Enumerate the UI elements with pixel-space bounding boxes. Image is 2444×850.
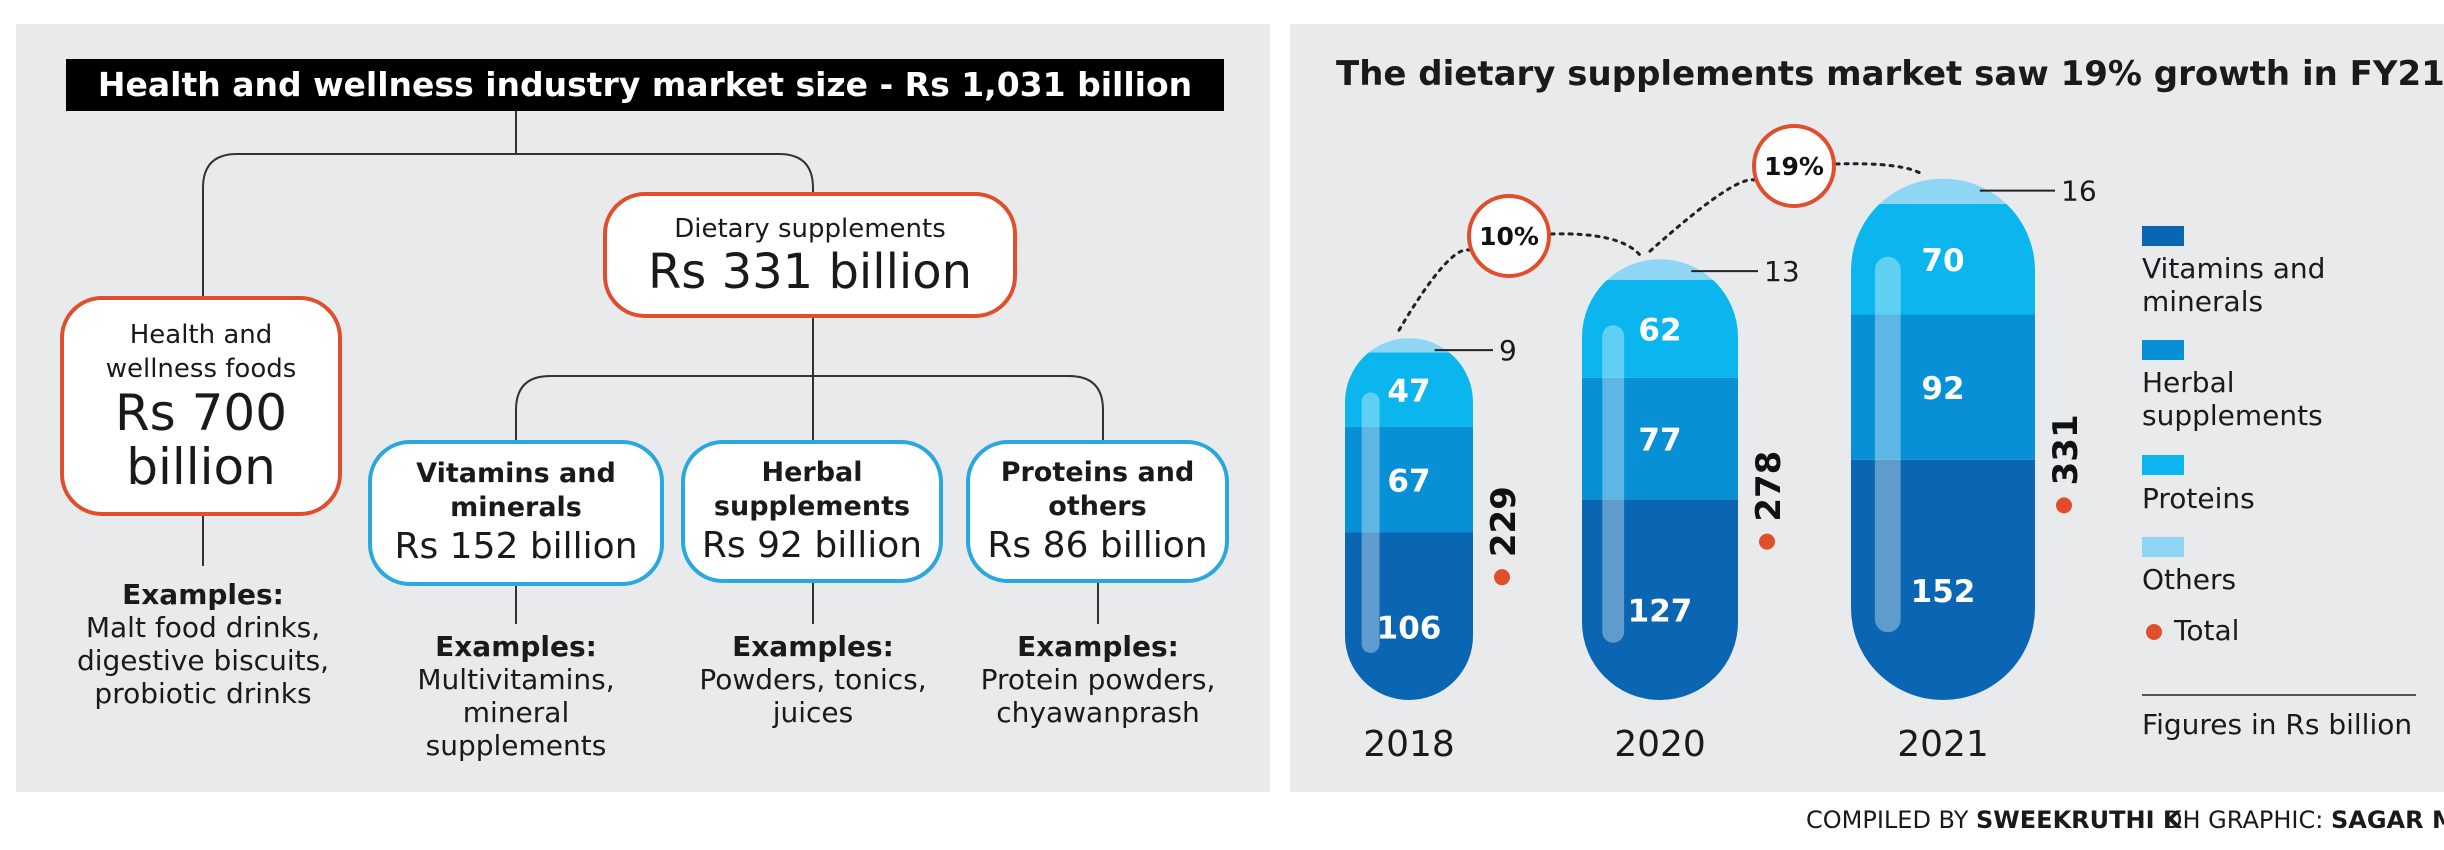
segment-vitamins-2018 <box>1345 532 1473 700</box>
capsule-2018 <box>1345 338 1473 700</box>
examples-heading: Examples: <box>1017 630 1179 663</box>
examples-text: Malt food drinks, digestive biscuits, pr… <box>76 611 330 710</box>
units-note: Figures in Rs billion <box>2142 708 2413 741</box>
legend-swatch-herbal <box>2142 340 2184 360</box>
segment-herbal-2020 <box>1582 377 1738 500</box>
credit-graphic-name: SAGAR M S <box>2330 806 2444 834</box>
growth-badge <box>1467 194 1551 278</box>
segment-others-2020 <box>1582 259 1738 280</box>
health-foods-value: Rs 700 billion <box>114 384 288 496</box>
value-label-herbal-2018: 67 <box>1387 464 1430 500</box>
value-label-proteins-2021: 70 <box>1921 243 1964 279</box>
segment-proteins-2018 <box>1345 352 1473 427</box>
total-label-2021: 331 <box>2046 414 2086 485</box>
total-label-2018: 229 <box>1484 486 1524 557</box>
legend-swatch-vitamins <box>2142 226 2184 246</box>
credit-compiled-label: COMPILED BY <box>1806 806 1969 834</box>
chart-title: The dietary supplements market saw 19% g… <box>1336 54 2444 94</box>
credit-compiled-name: SWEEKRUTHI K <box>1976 806 2182 834</box>
vitamins-minerals-box: Vitamins and minerals Rs 152 billion <box>368 440 664 586</box>
health-foods-label: Health and wellness foods <box>105 320 297 384</box>
proteins-others-label: Proteins and others <box>1000 456 1195 522</box>
examples-text: Multivitamins, mineral supplements <box>417 663 615 762</box>
examples-heading: Examples: <box>732 630 894 663</box>
vitamins-minerals-value: Rs 152 billion <box>394 526 638 567</box>
industry-title: Health and wellness industry market size… <box>66 59 1224 111</box>
x-tick-2020: 2020 <box>1614 724 1706 765</box>
legend-total: Total <box>2174 614 2240 647</box>
segment-herbal-2018 <box>1345 426 1473 533</box>
examples-proteins: Examples: Protein powders, chyawanprash <box>978 630 1218 729</box>
value-label-vitamins-2021: 152 <box>1911 574 1976 610</box>
value-label-vitamins-2018: 106 <box>1377 610 1442 646</box>
segment-vitamins-2021 <box>1851 459 2035 700</box>
credit-graphic: DH GRAPHIC: SAGAR M S <box>2164 806 2444 834</box>
growth-label: 10% <box>1479 222 1539 251</box>
proteins-others-box: Proteins and others Rs 86 billion <box>966 440 1229 583</box>
value-label-herbal-2020: 77 <box>1638 423 1681 459</box>
legend-vitamins: Vitamins and minerals <box>2142 252 2326 318</box>
total-dot-2020 <box>1759 533 1775 550</box>
legend-proteins: Proteins <box>2142 482 2255 515</box>
capsule-highlight <box>1361 392 1380 653</box>
total-dot-2018 <box>1494 569 1510 586</box>
value-label-others-2020: 13 <box>1764 255 1800 288</box>
value-label-others-2018: 9 <box>1499 334 1517 367</box>
legend-swatch-proteins <box>2142 455 2184 475</box>
total-label-2020: 278 <box>1749 451 1789 522</box>
growth-connector <box>1648 178 1756 253</box>
examples-heading: Examples: <box>122 578 284 611</box>
credit-compiled: COMPILED BY SWEEKRUTHI K <box>1806 806 2181 834</box>
capsule-highlight <box>1874 256 1901 633</box>
health-foods-box: Health and wellness foods Rs 700 billion <box>60 296 342 516</box>
legend-others: Others <box>2142 563 2237 596</box>
examples-text: Protein powders, chyawanprash <box>980 663 1216 729</box>
value-label-vitamins-2020: 127 <box>1628 594 1693 630</box>
legend-divider <box>2142 694 2416 696</box>
credit-graphic-label: DH GRAPHIC: <box>2164 806 2324 834</box>
proteins-others-value: Rs 86 billion <box>987 524 1208 566</box>
herbal-supplements-value: Rs 92 billion <box>701 524 923 566</box>
growth-badge <box>1752 124 1836 208</box>
dietary-supplements-value: Rs 331 billion <box>647 244 973 300</box>
examples-heading: Examples: <box>435 630 597 663</box>
segment-herbal-2021 <box>1851 314 2035 460</box>
growth-label: 19% <box>1764 152 1824 181</box>
growth-connector <box>1549 232 1642 257</box>
herbal-supplements-label: Herbal supplements <box>713 456 911 522</box>
value-label-proteins-2020: 62 <box>1638 313 1681 349</box>
capsule-2020 <box>1582 259 1738 700</box>
value-label-herbal-2021: 92 <box>1921 371 1964 407</box>
segment-proteins-2021 <box>1851 203 2035 315</box>
capsule-highlight <box>1602 325 1625 643</box>
legend-herbal: Herbal supplements <box>2142 366 2323 432</box>
total-dot-2021 <box>2056 497 2072 514</box>
legend-swatch-others <box>2142 537 2184 557</box>
growth-connector <box>1834 162 1925 177</box>
examples-vitamins: Examples: Multivitamins, mineral supplem… <box>396 630 636 762</box>
dietary-supplements-label: Dietary supplements <box>674 214 946 244</box>
value-label-proteins-2018: 47 <box>1387 374 1430 410</box>
examples-herbal: Examples: Powders, tonics, juices <box>683 630 943 729</box>
growth-connector <box>1397 248 1471 332</box>
segment-proteins-2020 <box>1582 279 1738 378</box>
examples-health-foods: Examples: Malt food drinks, digestive bi… <box>68 578 338 710</box>
x-tick-2018: 2018 <box>1363 724 1455 765</box>
examples-text: Powders, tonics, juices <box>699 663 927 729</box>
herbal-supplements-box: Herbal supplements Rs 92 billion <box>681 440 943 583</box>
segment-vitamins-2020 <box>1582 499 1738 700</box>
value-label-others-2021: 16 <box>2061 175 2097 208</box>
x-tick-2021: 2021 <box>1897 724 1989 765</box>
vitamins-minerals-label: Vitamins and minerals <box>416 458 616 523</box>
legend-total-dot <box>2146 624 2162 640</box>
capsule-2021 <box>1851 178 2035 700</box>
dietary-supplements-box: Dietary supplements Rs 331 billion <box>603 192 1017 318</box>
